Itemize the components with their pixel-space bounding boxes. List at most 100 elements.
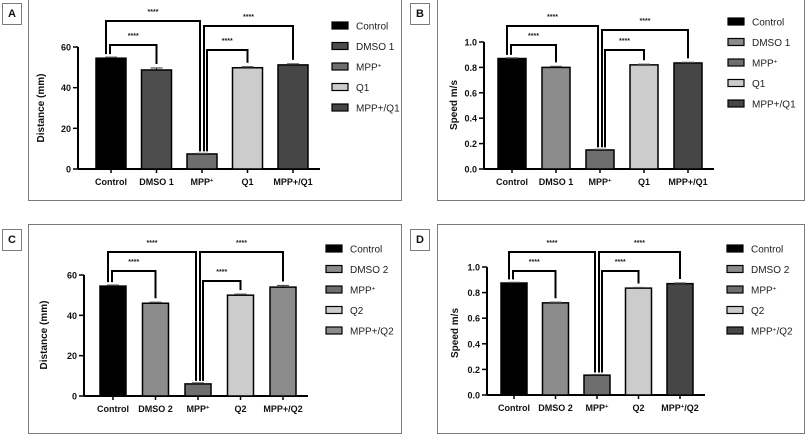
x-tick-label-main: MPP [589,177,609,187]
x-tick-label: DMSO 2 [138,404,173,414]
significance-bracket [512,270,557,299]
legend-swatch [331,21,349,30]
panel-d-frame [437,224,805,434]
legend-label-main: DMSO 2 [350,265,389,276]
legend-label-main: MPP [751,286,773,297]
x-tick-label-main: Q1 [241,177,253,187]
legend-label-main: DMSO 1 [752,38,791,49]
y-tick-label: 60 [67,271,77,281]
legend-swatch [325,264,343,274]
legend-label: Control [356,22,388,33]
x-tick-label-main: Control [496,177,528,187]
significance-label: **** [634,240,645,247]
bar-control [95,57,127,170]
y-tick-label: 60 [61,43,71,53]
legend-label-main: MPP [356,63,378,74]
x-tick-label-main: MPP [191,177,211,187]
bar-q2 [624,287,653,396]
legend-swatch [727,37,745,47]
x-tick-label-main: Q2 [234,404,246,414]
x-tick-label-main: Control [498,403,530,413]
y-tick-label: 0.0 [467,391,480,401]
x-tick-label: Control [498,403,530,413]
legend-label: MPP+/Q2 [751,326,793,338]
legend-label-main: MPP [751,327,773,338]
y-axis-title: Speed m/s [449,80,460,130]
legend-label: DMSO 1 [752,38,791,49]
x-tick-label: MPP+ [586,403,610,413]
significance-bracket [206,49,249,152]
x-tick-label-sup: + [206,405,210,411]
y-tick-label: 0.2 [467,365,480,375]
significance-label: **** [528,33,539,40]
legend-swatch [726,305,744,315]
y-tick-label: 0.0 [464,165,477,175]
bar-mpp- [583,374,611,396]
legend-label-sup: + [773,326,777,333]
bar-mpp-q1 [277,64,309,170]
y-tick-label: 0.6 [467,314,480,324]
legend-label: DMSO 1 [356,42,395,53]
legend-label: MPP+ [751,285,777,297]
legend-swatch [727,78,745,88]
legend-label: Control [751,245,783,256]
bar-dmso-2 [541,302,570,396]
legend-label: MPP+ [752,58,778,70]
x-tick-label: Control [496,177,528,187]
legend-swatch [325,285,343,294]
panel-b-label: B [410,3,430,25]
x-tick-label: MPP+/Q1 [668,177,707,187]
x-tick-label: Q2 [632,403,644,413]
x-tick-label-main: DMSO 2 [538,403,573,413]
legend-label: MPP+/Q1 [356,104,400,115]
legend-label-main: Control [350,245,382,256]
legend-label-main: Q1 [752,79,766,90]
y-axis-title: Speed m/s [450,308,461,358]
x-tick-label: DMSO 1 [139,177,174,187]
significance-label: **** [147,240,158,247]
legend-swatch [727,99,745,108]
y-tick-label: 20 [67,351,77,361]
x-tick-label: DMSO 1 [539,177,574,187]
x-tick-label-main: Control [97,404,129,414]
x-tick-label: MPP+/Q2 [263,404,302,414]
x-tick-label-main: MPP+/Q1 [668,177,707,187]
x-tick-label: DMSO 2 [538,403,573,413]
significance-bracket [508,251,596,373]
x-tick-label-main: DMSO 2 [138,404,173,414]
legend-label-sup: + [774,58,778,65]
legend-swatch [325,244,343,253]
bar-dmso-1 [541,66,571,170]
bar-dmso-1 [140,69,173,170]
significance-bracket [506,25,599,148]
legend-label-main: MPP [752,59,774,70]
legend-swatch [726,326,744,335]
x-tick-label-tail: /Q2 [684,403,699,413]
significance-label: **** [128,33,139,40]
legend-swatch [331,82,349,92]
y-tick-label: 0.8 [464,63,477,73]
panel-c-label: C [2,229,22,251]
significance-label: **** [547,14,558,21]
x-tick-label-main: Q1 [638,177,650,187]
legend-swatch [331,41,349,51]
y-axis-title: Distance (mm) [39,301,50,370]
y-tick-label: 0.8 [467,288,480,298]
x-tick-label: MPP+ [589,177,613,187]
significance-bracket [109,44,158,64]
significance-label: **** [529,259,540,266]
legend-label-main: DMSO 1 [356,42,395,53]
bar-mpp-q2 [666,282,694,396]
significance-label: **** [640,18,651,25]
legend-label-main: DMSO 2 [751,265,790,276]
bar-control [500,282,528,396]
significance-label: **** [216,269,227,276]
legend-label: Control [752,18,784,29]
legend-label: Control [350,245,382,256]
y-tick-label: 0.4 [467,339,480,349]
legend-swatch [727,58,745,67]
legend-label-tail: /Q2 [776,327,793,338]
x-tick-label-main: Control [95,177,127,187]
